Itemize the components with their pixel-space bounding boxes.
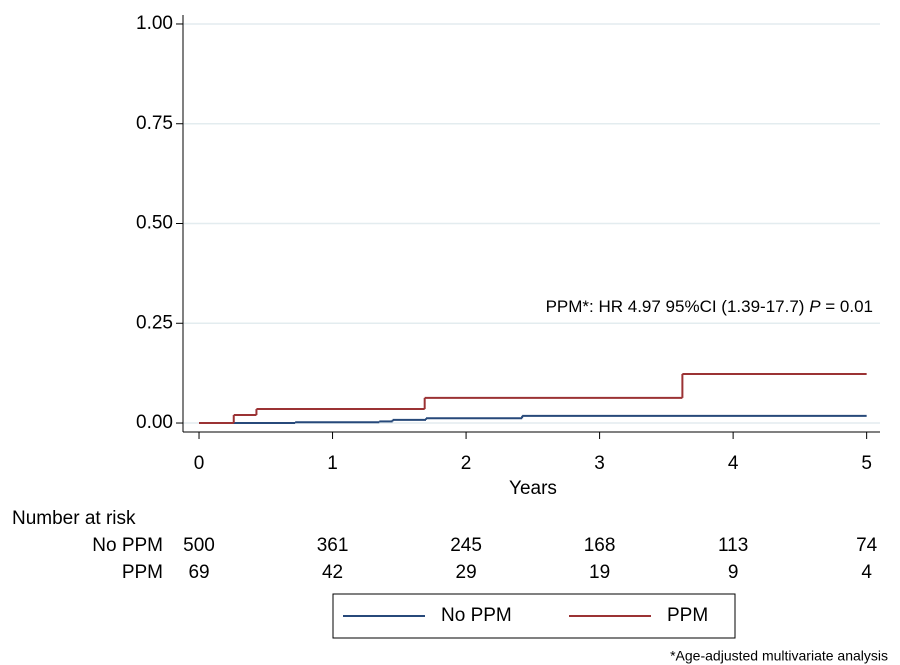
x-tick-label: 4 [728,453,739,474]
legend-box [332,593,736,639]
risk-value: 9 [728,562,739,583]
risk-value: 500 [183,535,215,556]
risk-value: 19 [589,562,610,583]
x-tick-label: 1 [327,453,338,474]
y-tick-label: 0.25 [136,312,173,333]
risk-value: 74 [856,535,878,556]
annotation-text: PPM*: HR 4.97 95%CI (1.39-17.7) [546,297,810,316]
risk-value: 245 [450,535,482,556]
annotation-text: P [809,297,821,316]
legend-label: No PPM [441,605,512,626]
y-tick-label: 1.00 [136,13,173,34]
x-tick-label: 5 [861,453,872,474]
y-tick-label: 0.50 [136,213,173,234]
risk-table-title: Number at risk [12,508,136,529]
risk-value: 42 [322,562,343,583]
x-axis-label: Years [509,478,557,499]
risk-value: 168 [584,535,616,556]
risk-row-label: No PPM [92,535,163,556]
x-tick-label: 3 [594,453,605,474]
y-tick-label: 0.75 [136,113,173,134]
risk-value: 69 [188,562,209,583]
legend-label: PPM [667,605,708,626]
y-tick-label: 0.00 [136,412,173,433]
footnote: *Age-adjusted multivariate analysis [670,648,888,664]
risk-row-label: PPM [122,562,163,583]
annotation: PPM*: HR 4.97 95%CI (1.39-17.7) P = 0.01 [546,297,873,316]
annotation-text: = 0.01 [821,297,873,316]
x-tick-label: 0 [194,453,205,474]
risk-value: 113 [718,535,748,556]
x-tick-label: 2 [461,453,472,474]
risk-value: 4 [861,562,872,583]
risk-value: 29 [456,562,477,583]
risk-value: 361 [317,535,349,556]
